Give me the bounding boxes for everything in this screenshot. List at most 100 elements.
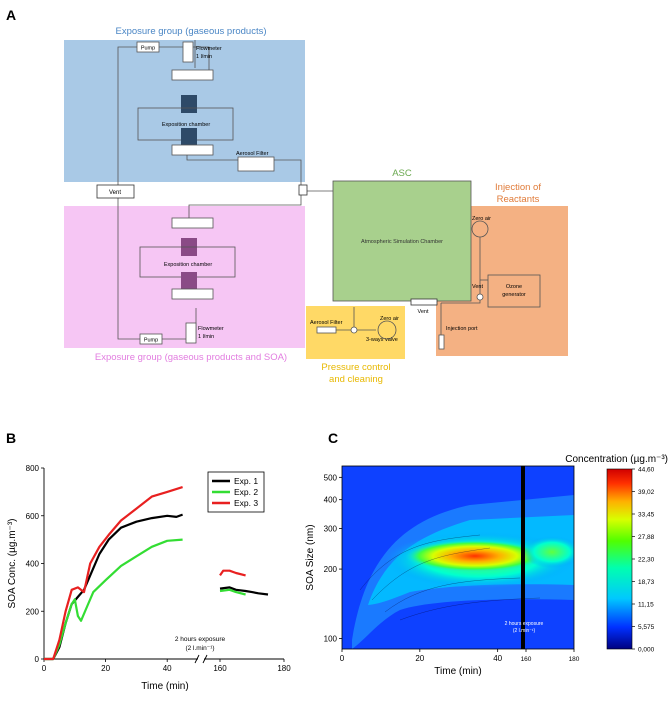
heatmap-hotspot [405,540,545,572]
colorbar-tick-label: 0,000 [638,647,655,654]
injection-vent-label: Vent [472,284,483,290]
injection-port [438,334,445,350]
chart-b-x-tick-label: 0 [42,664,47,673]
pump-bottom-label: Pump [144,338,158,344]
chart-c-y-tick-label: 400 [324,496,338,505]
exposition-chamber-bottom-label: Exposition chamber [164,262,212,268]
heatmap-right-band [522,536,574,568]
injection-zero-air [471,220,489,238]
chart-b-x-tick-label: 20 [101,664,110,673]
injection-zero-air-label: Zero air [472,216,491,222]
three-way-valve [350,326,358,334]
injection-title-line2: Reactants [497,194,540,205]
chart-b-x-label: Time (min) [141,681,188,692]
panel-a-label: A [6,7,16,23]
aerosol-filter-top [237,156,275,172]
chart-b-legend-label: Exp. 2 [234,487,258,497]
exposition-chamber-top-label: Exposition chamber [162,122,210,128]
colorbar [606,468,633,650]
asc-label: Atmospheric Simulation Chamber [361,239,443,245]
chart-c-y-tick-label: 200 [324,565,338,574]
injection-port-label: Injection port [446,326,478,332]
heatmap-exposure-bar [521,466,525,649]
pressure-title-line1: Pressure control [321,362,390,373]
asc-vent [410,298,438,306]
vent-left-label: Vent [109,190,121,196]
three-way-valve-label: 3-ways valve [366,337,398,343]
chart-c-x-tick-label: 180 [569,656,580,663]
chart-c-x-tick-label: 40 [493,654,502,663]
chart-c-x-tick-label: 0 [340,654,345,663]
pump-top [136,41,160,53]
connector-valve [298,184,308,196]
colorbar-tick-label: 39,02 [638,489,655,496]
colorbar-tick-label: 18,73 [638,579,655,586]
chart-c-x-tick-label: 160 [521,656,532,663]
flowmeter-bottom-flow: 1 l/min [198,334,214,340]
ozone-generator-line1: Ozone [506,284,522,290]
colorbar-title: Concentration (µg.m⁻³) [565,454,668,465]
chart-b-x-tick-label: 40 [163,664,172,673]
chart-b-y-tick-label: 400 [26,560,40,569]
chamber-top-base [171,144,214,156]
panel-c-label: C [328,430,338,446]
chart-b-y-tick-label: 0 [35,655,40,664]
chart-b-annotation-line2: (2 l.min⁻¹) [185,645,214,652]
chamber-top-cylinder-1 [181,95,197,113]
chamber-bottom-cap [171,217,214,229]
chart-c-y-tick-label: 300 [324,524,338,533]
chamber-bottom-base [171,288,214,300]
chart-b-y-tick-label: 600 [26,512,40,521]
colorbar-tick-label: 11,15 [638,602,654,609]
heatmap-frame [341,465,575,650]
pressure-filter-label: Aerosol Filter [310,320,343,326]
chart-b-series-line-late [219,569,246,577]
chart-b-y-label: SOA Conc. (µg.m⁻³) [7,519,18,609]
heatmap [342,466,574,649]
chart-b-series-line [44,486,183,661]
heatmap-contours [359,534,541,621]
heatmap-annotation-line2: (2 l.min⁻¹) [513,628,536,634]
chart-b-x-tick-label: 180 [277,664,291,673]
chart-b-y-tick-label: 200 [26,607,40,616]
injection-title-line1: Injection of [495,182,541,193]
heatmap-annotation-line1: 2 hours exposure [505,621,544,627]
aerosol-filter-top-label: Aerosol Filter [236,151,269,157]
flowmeter-bottom-label: Flowmeter [198,326,224,332]
chart-b-series-line-late [219,586,269,596]
chart-c-y-tick-label: 100 [324,634,338,643]
pressure-filter [316,326,337,334]
chart-b-series-line [44,538,183,661]
panel-b-label: B [6,430,16,446]
chart-b-series-line [44,513,183,661]
chart-c-x-label: Time (min) [434,666,481,677]
chart-b-legend-label: Exp. 3 [234,498,258,508]
flowmeter-top-label: Flowmeter [196,46,222,52]
colorbar-tick-label: 44,60 [638,467,655,474]
asc-chamber [332,180,472,302]
colorbar-tick-label: 5,575 [638,624,655,631]
chart-c-x-tick-label: 20 [415,654,424,663]
pump-top-label: Pump [141,46,155,52]
pressure-title-line2: and cleaning [329,374,383,385]
chamber-top-cylinder-2 [181,128,197,146]
chart-c-y-label: SOA Size (nm) [305,524,316,590]
chart-b-x-tick-label: 160 [213,664,227,673]
asc-title: ASC [392,168,412,179]
chamber-bottom-cylinder-2 [181,272,197,290]
ozone-generator-line2: generator [502,292,526,298]
chart-b-y-tick-label: 800 [26,464,40,473]
colorbar-ticks: 44,60 39,02 33,45 27,88 22,30 18,73 11,15 5,575… [632,467,655,654]
exposure-group-top-title: Exposure group (gaseous products) [115,26,266,37]
asc-vent-label: Vent [417,309,428,315]
flowmeter-top [182,41,194,63]
injection-valve [476,293,484,301]
chart-b-series-line-late [219,588,246,596]
pressure-zero-air-label: Zero air [380,316,399,322]
chart-b-legend-label: Exp. 1 [234,476,258,486]
colorbar-tick-label: 27,88 [638,534,655,541]
colorbar-tick-label: 33,45 [638,512,655,519]
chart-b-axis-break [194,654,208,664]
pressure-zero-air [377,320,397,340]
